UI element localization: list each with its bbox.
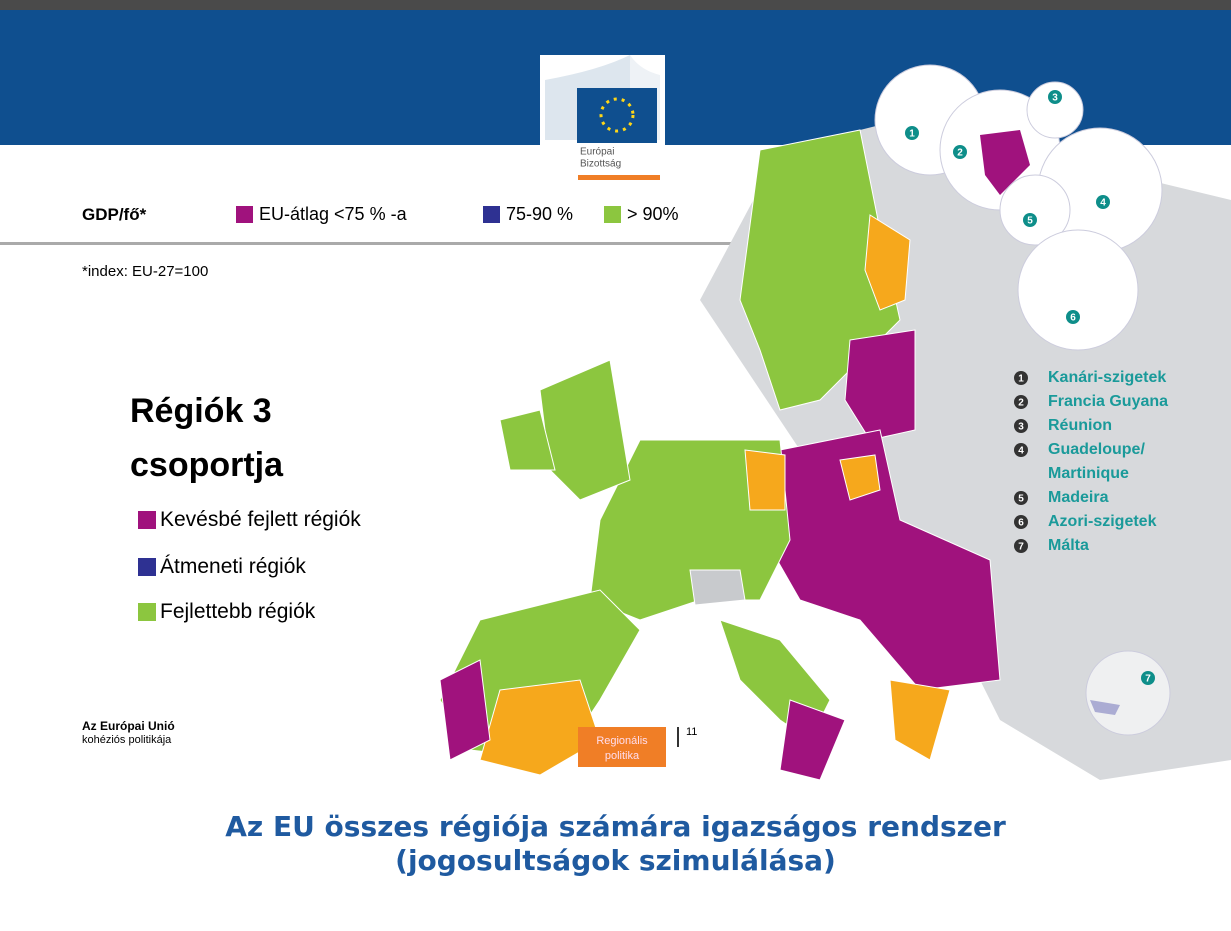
map-marker: [1066, 310, 1080, 324]
group-text: Átmeneti régiók: [160, 555, 306, 578]
map-number: 2: [957, 148, 963, 159]
list-marker: [1014, 371, 1028, 385]
group-swatch: [138, 511, 156, 529]
groups-title: Régiók 3: [130, 392, 272, 430]
group-text: Fejlettebb régiók: [160, 600, 316, 623]
island-name: Guadeloupe/: [1048, 441, 1145, 458]
island-name: Francia Guyana: [1048, 393, 1168, 410]
top-strip: [0, 0, 1231, 10]
island-name: Málta: [1048, 537, 1089, 554]
footer-divider: [677, 727, 679, 747]
island-name: Kanári-szigetek: [1048, 369, 1166, 386]
logo-text: Európai: [580, 147, 614, 158]
legend-swatch: [604, 206, 621, 223]
map-marker: [1023, 213, 1037, 227]
groups-title: csoportja: [130, 446, 284, 484]
map-marker: [1048, 90, 1062, 104]
list-number: 5: [1018, 494, 1024, 505]
map-marker: [1141, 671, 1155, 685]
logo-text: Bizottság: [580, 159, 621, 170]
footer-badge: [578, 727, 666, 767]
legend-text: 75-90 %: [506, 204, 574, 224]
map-number: 1: [909, 129, 915, 140]
legend-swatch: [236, 206, 253, 223]
divider: [0, 242, 1231, 245]
footer-org: Az Európai Unió: [82, 719, 175, 733]
list-number: 2: [1018, 398, 1024, 409]
list-marker: [1014, 515, 1028, 529]
island-name: Azori-szigetek: [1048, 513, 1157, 530]
legend-text: > 90%: [627, 204, 679, 224]
legend-text: EU-átlag <75 % -a: [259, 204, 407, 224]
map-number: 5: [1027, 216, 1033, 227]
list-number: 3: [1018, 422, 1024, 433]
island-name: Madeira: [1048, 489, 1109, 506]
gdp-label: GDP/fő*: [82, 205, 147, 224]
map-marker: [1096, 195, 1110, 209]
list-marker: [1014, 539, 1028, 553]
slide-title: Az EU összes régiója számára igazságos r…: [225, 810, 1006, 843]
map-number: 4: [1100, 198, 1106, 209]
list-number: 4: [1018, 446, 1024, 457]
map-number: 3: [1052, 93, 1058, 104]
map-number: 7: [1145, 674, 1151, 685]
list-number: 7: [1018, 542, 1024, 553]
group-swatch: [138, 603, 156, 621]
page-number: 11: [686, 726, 698, 738]
footer-org: kohéziós politikája: [82, 734, 172, 746]
list-number: 6: [1018, 518, 1024, 529]
map: [439, 64, 1231, 781]
badge-text: Regionális: [596, 735, 648, 747]
island-name: Réunion: [1048, 417, 1112, 434]
legend-swatch: [483, 206, 500, 223]
list-number: 1: [1018, 374, 1024, 385]
map-marker: [905, 126, 919, 140]
group-text: Kevésbé fejlett régiók: [160, 508, 361, 531]
logo: Európai Bizottság: [540, 55, 665, 180]
map-marker: [953, 145, 967, 159]
list-marker: [1014, 419, 1028, 433]
slide-title: (jogosultságok szimulálása): [395, 844, 836, 877]
badge-text: politika: [604, 750, 640, 762]
list-marker: [1014, 443, 1028, 457]
island-name: Martinique: [1048, 465, 1129, 482]
list-marker: [1014, 395, 1028, 409]
list-marker: [1014, 491, 1028, 505]
group-swatch: [138, 558, 156, 576]
map-number: 6: [1070, 313, 1076, 324]
note: *index: EU-27=100: [82, 263, 209, 280]
